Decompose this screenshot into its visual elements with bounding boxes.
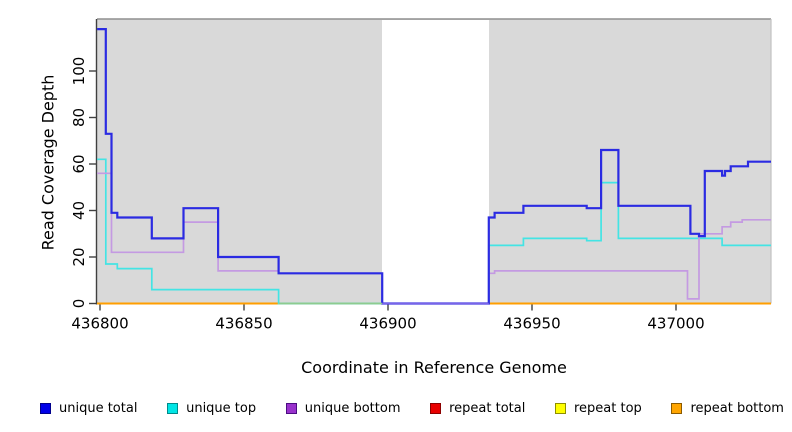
- x-tick-label: 437000: [647, 315, 704, 333]
- series-unique-bottom: [97, 172, 771, 305]
- x-axis-title: Coordinate in Reference Genome: [301, 358, 567, 377]
- y-tick-label: 20: [70, 247, 88, 266]
- legend-item-repeat-bottom: repeat bottom: [671, 401, 784, 416]
- legend-item-unique-bottom: unique bottom: [285, 401, 401, 416]
- y-tick-label: 100: [70, 57, 88, 86]
- legend-item-unique-total: unique total: [40, 401, 137, 416]
- x-tick-label: 436900: [359, 315, 416, 333]
- legend-label: unique total: [59, 401, 138, 416]
- y-tick-label: 60: [70, 154, 88, 173]
- legend-label: repeat top: [574, 401, 642, 416]
- series-unique-total: [97, 28, 771, 305]
- legend-item-repeat-top: repeat top: [555, 401, 642, 416]
- legend-swatch: [430, 403, 442, 414]
- legend-swatch: [555, 403, 566, 414]
- legend-swatch: [671, 403, 683, 414]
- x-tick-label: 436850: [215, 315, 272, 333]
- y-axis-title: Read Coverage Depth: [38, 74, 58, 251]
- legend-label: unique bottom: [304, 401, 401, 416]
- y-tick-label: 0: [70, 299, 88, 309]
- y-tick-label: 40: [70, 201, 88, 220]
- x-tick-label: 436800: [71, 315, 128, 333]
- legend-item-repeat-total: repeat total: [430, 401, 525, 416]
- legend-label: repeat total: [449, 401, 526, 416]
- legend-swatch: [285, 403, 297, 414]
- legend: unique total unique top unique bottom repea…: [40, 401, 784, 416]
- x-tick-label: 436950: [503, 315, 560, 333]
- legend-swatch: [40, 403, 51, 414]
- series-unique-top: [97, 158, 771, 305]
- y-tick-label: 80: [70, 108, 88, 127]
- legend-label: unique top: [186, 401, 257, 416]
- legend-swatch: [167, 403, 179, 414]
- legend-item-unique-top: unique top: [167, 401, 256, 416]
- chart-canvas: 0 20 40 60 80 100 436800 436850 436900 436950 4370…: [70, 18, 772, 333]
- legend-label: repeat bottom: [690, 401, 784, 416]
- alignment-gap-band: [382, 20, 489, 304]
